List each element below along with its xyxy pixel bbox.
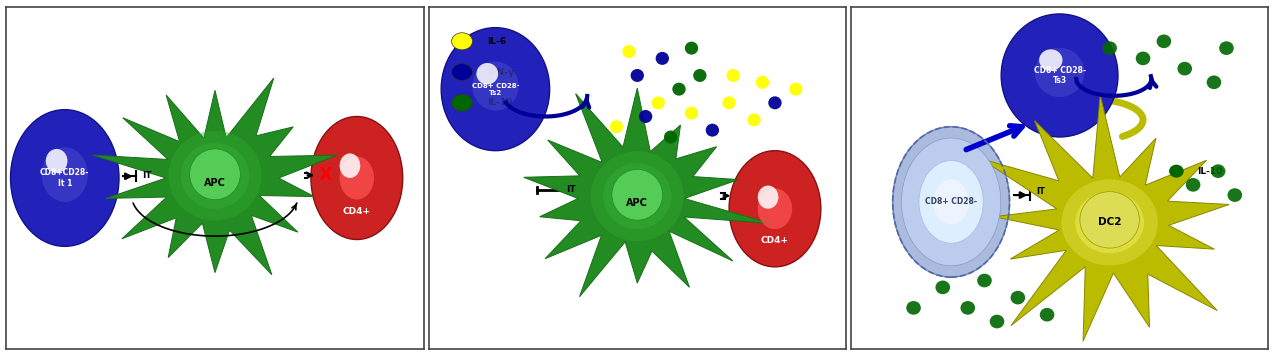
Ellipse shape <box>902 138 1001 266</box>
Ellipse shape <box>893 127 1010 277</box>
Ellipse shape <box>706 124 719 137</box>
Ellipse shape <box>1103 41 1117 55</box>
Ellipse shape <box>181 143 249 209</box>
Ellipse shape <box>472 62 519 111</box>
Polygon shape <box>93 78 337 275</box>
Text: CD8+ CD28-: CD8+ CD28- <box>925 198 977 206</box>
Ellipse shape <box>1039 49 1062 71</box>
Ellipse shape <box>1207 75 1221 89</box>
Ellipse shape <box>651 96 665 109</box>
Ellipse shape <box>977 274 992 287</box>
Ellipse shape <box>42 147 88 202</box>
Ellipse shape <box>990 315 1005 328</box>
Text: X: X <box>318 166 332 184</box>
Ellipse shape <box>590 151 684 241</box>
Ellipse shape <box>768 96 781 109</box>
Text: CD8+ CD28-
Ts2: CD8+ CD28- Ts2 <box>472 83 519 96</box>
Ellipse shape <box>934 179 968 225</box>
Text: IFN-γ: IFN-γ <box>487 68 514 77</box>
Ellipse shape <box>1156 35 1172 48</box>
Ellipse shape <box>1186 178 1201 192</box>
Text: DC2: DC2 <box>1098 218 1122 227</box>
Ellipse shape <box>639 110 653 123</box>
Ellipse shape <box>693 69 706 82</box>
Ellipse shape <box>1219 41 1234 55</box>
Ellipse shape <box>756 76 770 89</box>
Ellipse shape <box>1061 179 1158 266</box>
Ellipse shape <box>729 151 820 267</box>
Ellipse shape <box>673 83 686 96</box>
Ellipse shape <box>1169 165 1184 178</box>
Ellipse shape <box>631 69 644 82</box>
Ellipse shape <box>612 169 663 220</box>
Text: IT: IT <box>566 185 576 194</box>
Text: CD4+: CD4+ <box>761 236 789 245</box>
Ellipse shape <box>1211 164 1225 178</box>
Ellipse shape <box>1136 52 1150 65</box>
Polygon shape <box>524 88 771 297</box>
Ellipse shape <box>1080 192 1140 248</box>
Ellipse shape <box>10 110 120 246</box>
Ellipse shape <box>613 173 661 219</box>
Ellipse shape <box>1075 192 1144 253</box>
Ellipse shape <box>1001 14 1118 137</box>
Ellipse shape <box>1010 291 1025 304</box>
Ellipse shape <box>722 96 735 109</box>
Ellipse shape <box>452 63 472 80</box>
Ellipse shape <box>748 114 761 126</box>
Ellipse shape <box>340 153 360 178</box>
Ellipse shape <box>452 94 472 111</box>
Ellipse shape <box>1178 62 1192 75</box>
Ellipse shape <box>310 116 403 240</box>
Ellipse shape <box>477 63 499 84</box>
Ellipse shape <box>684 42 698 54</box>
Text: IL-10: IL-10 <box>487 98 513 107</box>
Ellipse shape <box>664 131 677 143</box>
Text: IL-6: IL-6 <box>487 37 506 46</box>
Text: IL-10: IL-10 <box>1197 167 1222 176</box>
Text: CD8+CD28-
It 1: CD8+CD28- It 1 <box>41 168 89 188</box>
Ellipse shape <box>168 131 262 221</box>
Ellipse shape <box>789 83 803 96</box>
Ellipse shape <box>918 161 983 243</box>
Ellipse shape <box>46 149 67 173</box>
Ellipse shape <box>191 153 239 199</box>
Ellipse shape <box>758 188 792 229</box>
Ellipse shape <box>935 281 950 294</box>
Ellipse shape <box>190 149 240 200</box>
Ellipse shape <box>609 120 623 133</box>
Text: IT: IT <box>1037 187 1046 196</box>
Ellipse shape <box>452 33 472 50</box>
Ellipse shape <box>441 28 550 151</box>
Ellipse shape <box>960 301 976 315</box>
Ellipse shape <box>340 157 374 199</box>
Ellipse shape <box>1227 188 1243 202</box>
Ellipse shape <box>758 185 778 209</box>
Text: APC: APC <box>626 198 649 208</box>
Ellipse shape <box>655 52 669 65</box>
Ellipse shape <box>1034 48 1085 97</box>
Polygon shape <box>982 95 1229 341</box>
Ellipse shape <box>726 69 740 82</box>
Text: CD4+: CD4+ <box>342 207 371 216</box>
Text: APC: APC <box>204 178 226 188</box>
Ellipse shape <box>906 301 921 315</box>
Text: CD8+ CD28-
Ts3: CD8+ CD28- Ts3 <box>1034 66 1085 85</box>
Text: IT: IT <box>142 171 151 180</box>
Ellipse shape <box>622 45 636 58</box>
Ellipse shape <box>684 106 698 120</box>
Ellipse shape <box>1039 308 1054 321</box>
Ellipse shape <box>603 163 672 229</box>
